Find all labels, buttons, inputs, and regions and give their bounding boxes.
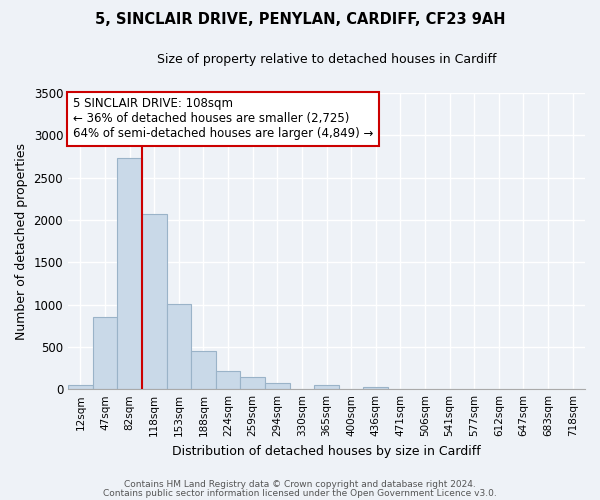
Bar — [92, 318, 117, 389]
Text: 5 SINCLAIR DRIVE: 108sqm
← 36% of detached houses are smaller (2,725)
64% of sem: 5 SINCLAIR DRIVE: 108sqm ← 36% of detach… — [73, 98, 374, 140]
Bar — [241, 376, 265, 389]
Y-axis label: Number of detached properties: Number of detached properties — [15, 142, 28, 340]
Bar — [265, 383, 290, 389]
Text: 5, SINCLAIR DRIVE, PENYLAN, CARDIFF, CF23 9AH: 5, SINCLAIR DRIVE, PENYLAN, CARDIFF, CF2… — [95, 12, 505, 28]
Bar — [68, 384, 92, 389]
Text: Contains public sector information licensed under the Open Government Licence v3: Contains public sector information licen… — [103, 489, 497, 498]
Bar — [191, 350, 216, 389]
Bar — [314, 385, 339, 389]
X-axis label: Distribution of detached houses by size in Cardiff: Distribution of detached houses by size … — [172, 444, 481, 458]
Bar — [142, 214, 167, 389]
Bar — [364, 387, 388, 389]
Text: Contains HM Land Registry data © Crown copyright and database right 2024.: Contains HM Land Registry data © Crown c… — [124, 480, 476, 489]
Bar — [216, 372, 241, 389]
Bar — [117, 158, 142, 389]
Bar — [167, 304, 191, 389]
Title: Size of property relative to detached houses in Cardiff: Size of property relative to detached ho… — [157, 52, 496, 66]
